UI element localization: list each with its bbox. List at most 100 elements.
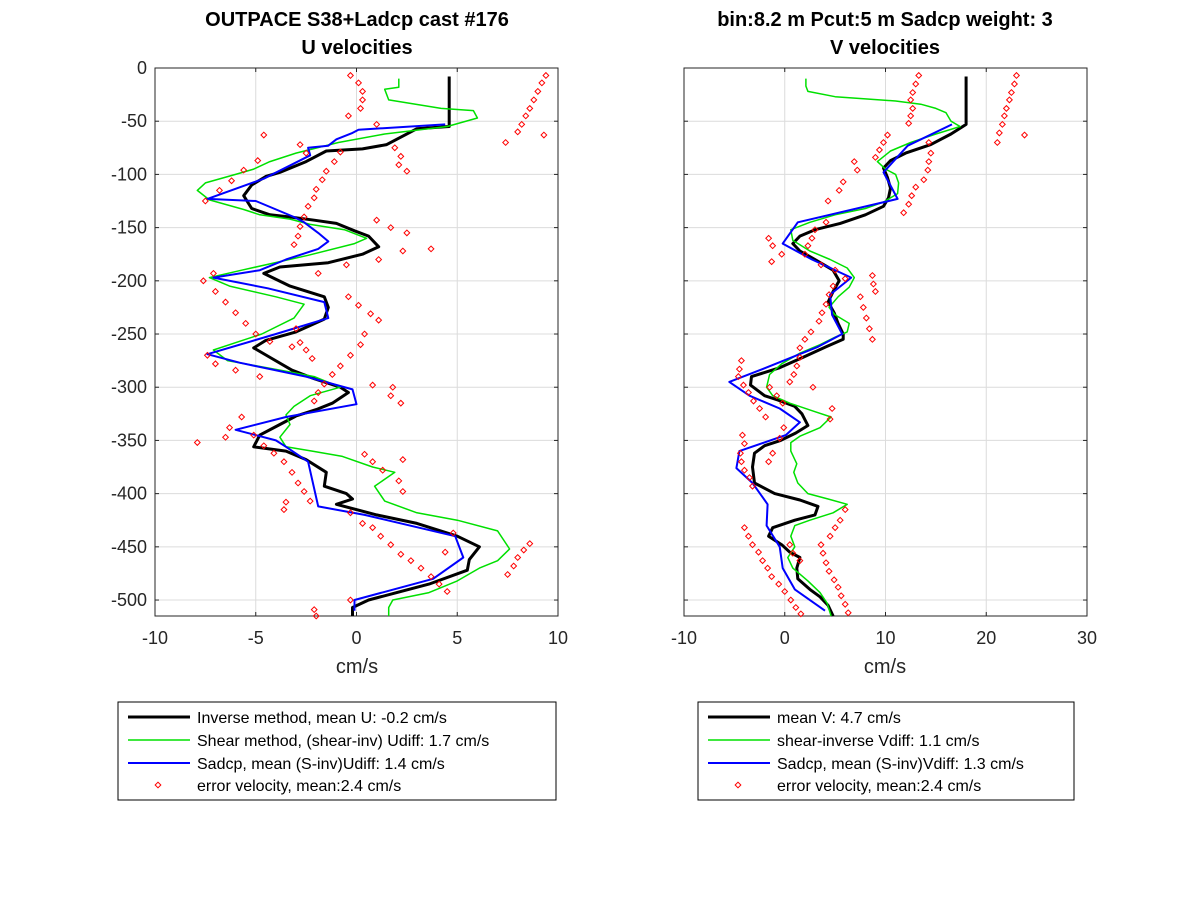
v-error-velocity-marker [801,250,809,258]
u-error-velocity-marker [514,553,522,562]
u-error-velocity-marker [300,487,308,496]
v-error-velocity-marker [862,314,870,322]
u-error-velocity-marker [427,245,435,253]
u-error-velocity-marker [270,449,278,457]
u-error-velocity-marker [328,370,336,378]
u-error-velocity-marker [256,373,264,381]
v-legend-marker [734,781,742,789]
u-error-velocity-marker [356,104,365,112]
v-error-velocity-marker [790,370,798,378]
u-ticks: -10 -5 0 5 100-50-100-150-200-250-300-350-40… [111,58,568,648]
u-legend-entry: Inverse method, mean U: -0.2 cm/s [128,710,447,727]
u-error-velocity-marker [226,424,234,432]
u-error-velocity-marker [387,392,395,400]
v-error-velocity-marker [739,381,747,389]
u-y-tick-label: -200 [111,271,147,291]
v-x-tick-label: 30 [1077,628,1097,648]
v-error-velocity-marker [1000,112,1008,120]
u-error-velocity-marker [342,261,350,269]
v-chart-subtitle: V velocities [830,37,940,59]
v-error-velocity-marker [925,158,933,166]
u-error-velocity-marker [280,458,288,466]
u-error-velocity-marker [294,232,302,240]
v-error-velocity-marker [1007,88,1015,97]
v-error-velocity-marker [1020,131,1029,139]
u-error-velocity-marker [199,277,207,285]
v-error-velocity-marker [993,138,1001,147]
u-error-velocity-marker [407,557,415,565]
u-error-velocity-marker [346,596,354,604]
u-error-velocity-marker [534,87,542,95]
v-legend-label: mean V: 4.7 cm/s [777,710,901,727]
u-error-velocity-marker [260,442,268,450]
v-error-velocity-marker [769,449,777,457]
u-error-velocity-marker [308,354,316,363]
u-error-velocity-marker [288,468,296,476]
u-error-velocity-marker [361,450,369,458]
v-error-velocity-marker [749,397,758,405]
u-error-velocity-marker [252,330,260,338]
v-error-velocity-marker [793,362,801,370]
u-error-velocity-marker [518,120,526,128]
v-error-velocity-marker [735,365,743,373]
u-error-velocity-marker [373,120,381,128]
v-error-velocity-marker [871,287,879,295]
u-error-velocity-marker [510,562,518,570]
u-error-velocity-marker [310,606,318,614]
u-plot-area [193,71,550,620]
u-error-velocity-marker [306,497,314,505]
v-error-velocity-marker [826,532,834,540]
u-error-velocity-marker [314,269,322,277]
u-error-velocity-marker [302,346,310,354]
v-error-velocity-marker [773,392,781,400]
u-error-velocity-marker [395,161,403,169]
u-error-velocity-marker [232,309,240,317]
u-error-velocity-marker [379,466,387,474]
v-legend-label: Sadcp, mean (S-inv)Vdiff: 1.3 cm/s [777,756,1024,773]
v-error-velocity-marker [768,258,776,266]
u-error-velocity-marker [397,550,405,558]
v-error-velocity-marker [841,275,849,283]
u-error-velocity-marker [310,194,318,202]
u-error-velocity-marker [203,351,211,359]
v-error-velocity-marker [815,317,823,325]
u-error-velocity-marker [369,458,377,466]
u-error-velocity-marker [336,148,344,156]
u-error-velocity-marker [435,580,443,588]
v-error-velocity-marker [811,226,819,234]
v-error-velocity-marker [828,404,836,413]
v-error-velocity-marker [826,415,834,423]
v-ticks: -10 0 10 20 30 [671,67,1097,648]
u-legend-entry: Shear method, (shear-inv) Udiff: 1.7 cm/… [128,733,489,750]
v-error-velocity-marker [868,271,876,280]
v-error-velocity-marker [737,357,745,365]
v-error-velocity-marker [736,449,744,457]
v-error-velocity-marker [907,96,915,104]
u-velocity-panel: OUTPACE S38+Ladcp cast #176 U velocities… [111,9,568,801]
u-x-tick-label: 5 [452,628,462,648]
u-error-velocity-marker [288,343,296,351]
u-error-velocity-marker [312,185,320,193]
u-legend-entry: Sadcp, mean (S-inv)Udiff: 1.4 cm/s [128,756,445,773]
u-error-velocity-marker [304,202,312,210]
v-error-velocity-marker [871,153,879,161]
u-error-velocity-marker [201,197,209,205]
u-error-velocity-marker [389,383,397,391]
v-error-velocity-marker [748,541,757,549]
u-error-velocity-marker [526,104,534,112]
u-error-velocity-marker [403,229,411,237]
v-error-velocity-marker [778,250,786,258]
u-series-line-inverse [242,76,481,616]
u-error-velocity-marker [346,71,354,79]
u-error-velocity-marker [354,301,363,309]
u-error-velocity-marker [254,157,262,165]
u-x-tick-label: 10 [548,628,568,648]
u-error-velocity-marker [395,477,403,485]
u-error-velocity-marker [369,381,377,389]
v-error-velocity-marker [822,559,830,567]
v-error-velocity-marker [748,482,757,490]
u-error-velocity-marker [266,337,274,346]
v-error-velocity-marker [927,149,935,157]
u-y-tick-label: -300 [111,377,147,397]
u-error-velocity-marker [310,397,318,405]
